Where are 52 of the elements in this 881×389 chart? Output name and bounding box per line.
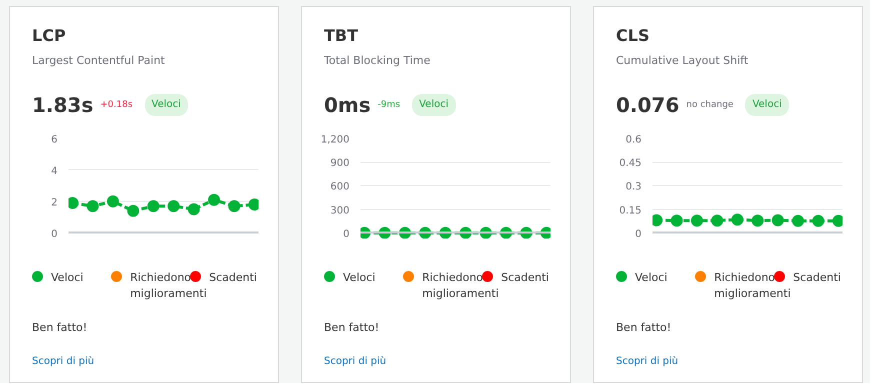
chart-subtitle: Cumulative Layout Shift xyxy=(616,53,748,69)
text: no change xyxy=(686,98,734,112)
y-tick-label: 1,200 xyxy=(320,134,350,146)
y-tick-label: 0.15 xyxy=(619,205,642,216)
text: Veloci xyxy=(144,94,188,116)
legend-label: Richiedono miglioramenti xyxy=(714,270,791,302)
point xyxy=(228,200,240,212)
y-tick-label: 0 xyxy=(51,228,58,240)
y-tick-label: 900 xyxy=(330,158,350,170)
text: Ben fatto! xyxy=(616,320,672,336)
text: -9ms xyxy=(378,98,400,112)
legend-label: Scadenti xyxy=(501,270,549,286)
text: Ben fatto! xyxy=(324,320,380,336)
point xyxy=(127,204,140,217)
chart-title: CLS xyxy=(616,25,650,47)
legend-label: Veloci xyxy=(51,270,84,286)
point xyxy=(106,195,119,208)
y-tick-label: 300 xyxy=(330,205,350,216)
text: Scopri di più xyxy=(616,355,678,369)
point xyxy=(86,200,99,212)
text: Veloci xyxy=(412,94,456,116)
chart-title: LCP xyxy=(32,25,66,47)
legend-label: Richiedono miglioramenti xyxy=(422,270,499,302)
y-tick-label: 0.6 xyxy=(626,134,642,146)
legend-label: Richiedono miglioramenti xyxy=(130,270,207,302)
legend-label: Scadenti xyxy=(793,270,841,286)
text: 0ms xyxy=(324,92,371,119)
chart-title: TBT xyxy=(324,25,358,47)
text: 0.076 xyxy=(616,92,680,119)
y-tick-label: 0 xyxy=(635,228,642,240)
chart-subtitle: Total Blocking Time xyxy=(324,53,430,69)
legend-label: Scadenti xyxy=(209,270,257,286)
y-tick-label: 6 xyxy=(51,134,58,146)
y-tick-label: 0.45 xyxy=(619,158,642,170)
chart-subtitle: Largest Contentful Paint xyxy=(32,53,165,69)
point xyxy=(208,194,220,206)
text: Ben fatto! xyxy=(32,320,88,336)
y-tick-label: 2 xyxy=(51,197,58,208)
text: 1.83s xyxy=(32,92,94,119)
legend-label: Veloci xyxy=(635,270,668,286)
legend-label: Veloci xyxy=(343,270,376,286)
text: Veloci xyxy=(745,94,789,116)
y-tick-label: 0.3 xyxy=(626,182,642,193)
point xyxy=(168,200,180,212)
text: Scopri di più xyxy=(324,355,386,369)
text: +0.18s xyxy=(100,98,133,112)
text: Scopri di più xyxy=(32,355,94,369)
point xyxy=(188,203,200,216)
y-tick-label: 600 xyxy=(330,182,350,193)
y-tick-label: 0 xyxy=(343,228,350,240)
y-tick-label: 4 xyxy=(51,166,58,177)
point xyxy=(147,200,160,212)
